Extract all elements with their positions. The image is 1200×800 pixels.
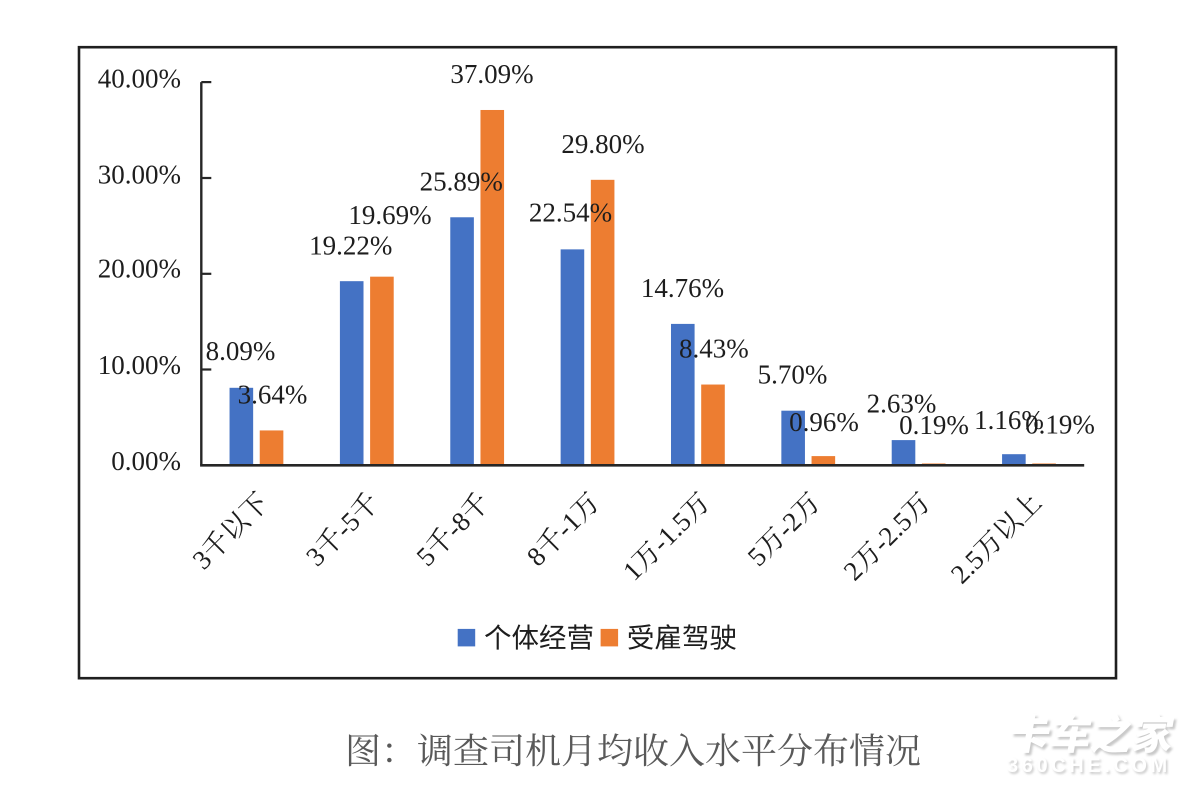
svg-text:8.09%: 8.09% [206,336,276,366]
svg-text:3.64%: 3.64% [238,379,308,409]
svg-text:40.00%: 40.00% [98,63,181,93]
svg-text:0.00%: 0.00% [111,446,181,476]
svg-text:5.70%: 5.70% [758,360,828,390]
svg-text:1.16%: 1.16% [974,405,1044,435]
svg-text:20.00%: 20.00% [98,254,181,284]
svg-text:10.00%: 10.00% [98,350,181,380]
svg-text:37.09%: 37.09% [450,59,533,89]
svg-text:30.00%: 30.00% [98,160,181,190]
svg-text:19.69%: 19.69% [348,200,431,230]
svg-text:14.76%: 14.76% [641,273,724,303]
svg-text:29.80%: 29.80% [561,129,644,159]
svg-text:0.96%: 0.96% [789,407,859,437]
svg-text:19.22%: 19.22% [309,231,392,261]
svg-text:0.19%: 0.19% [899,410,969,440]
svg-text:360CHE.COM: 360CHE.COM [1009,757,1173,779]
svg-text:22.54%: 22.54% [529,198,612,228]
svg-text:2.63%: 2.63% [867,389,937,419]
svg-text:8.43%: 8.43% [679,334,749,364]
svg-text:360CHE.COM: 360CHE.COM [1007,755,1171,777]
svg-text:0.19%: 0.19% [1025,410,1095,440]
svg-text:25.89%: 25.89% [420,167,503,197]
